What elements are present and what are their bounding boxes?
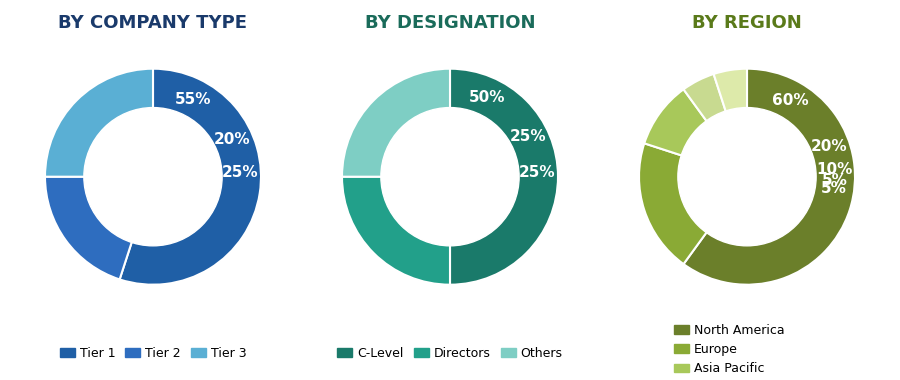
Circle shape xyxy=(678,108,816,246)
Wedge shape xyxy=(639,143,707,264)
Text: 5%: 5% xyxy=(822,173,847,188)
Text: 10%: 10% xyxy=(816,162,852,177)
Text: 50%: 50% xyxy=(469,90,505,105)
Legend: North America, Europe, Asia Pacific, Middle East & Africa, Latin America: North America, Europe, Asia Pacific, Mid… xyxy=(669,319,825,380)
Text: 60%: 60% xyxy=(772,93,809,108)
Wedge shape xyxy=(683,69,855,285)
Text: 25%: 25% xyxy=(519,165,555,180)
Wedge shape xyxy=(45,69,153,177)
Wedge shape xyxy=(342,69,450,177)
Title: BY DESIGNATION: BY DESIGNATION xyxy=(364,14,536,32)
Wedge shape xyxy=(714,69,747,113)
Title: BY REGION: BY REGION xyxy=(692,14,802,32)
Wedge shape xyxy=(683,74,726,122)
Text: 5%: 5% xyxy=(821,180,847,196)
Wedge shape xyxy=(342,177,450,285)
Wedge shape xyxy=(450,69,558,285)
Wedge shape xyxy=(45,177,132,279)
Text: 55%: 55% xyxy=(176,92,211,107)
Legend: Tier 1, Tier 2, Tier 3: Tier 1, Tier 2, Tier 3 xyxy=(55,342,251,365)
Text: 20%: 20% xyxy=(811,139,848,154)
Legend: C-Level, Directors, Others: C-Level, Directors, Others xyxy=(332,342,568,365)
Circle shape xyxy=(84,108,222,246)
Text: 20%: 20% xyxy=(214,132,250,147)
Circle shape xyxy=(381,108,519,246)
Wedge shape xyxy=(120,69,261,285)
Text: 25%: 25% xyxy=(509,129,546,144)
Wedge shape xyxy=(644,89,707,156)
Text: 25%: 25% xyxy=(222,165,258,180)
Title: BY COMPANY TYPE: BY COMPANY TYPE xyxy=(58,14,248,32)
